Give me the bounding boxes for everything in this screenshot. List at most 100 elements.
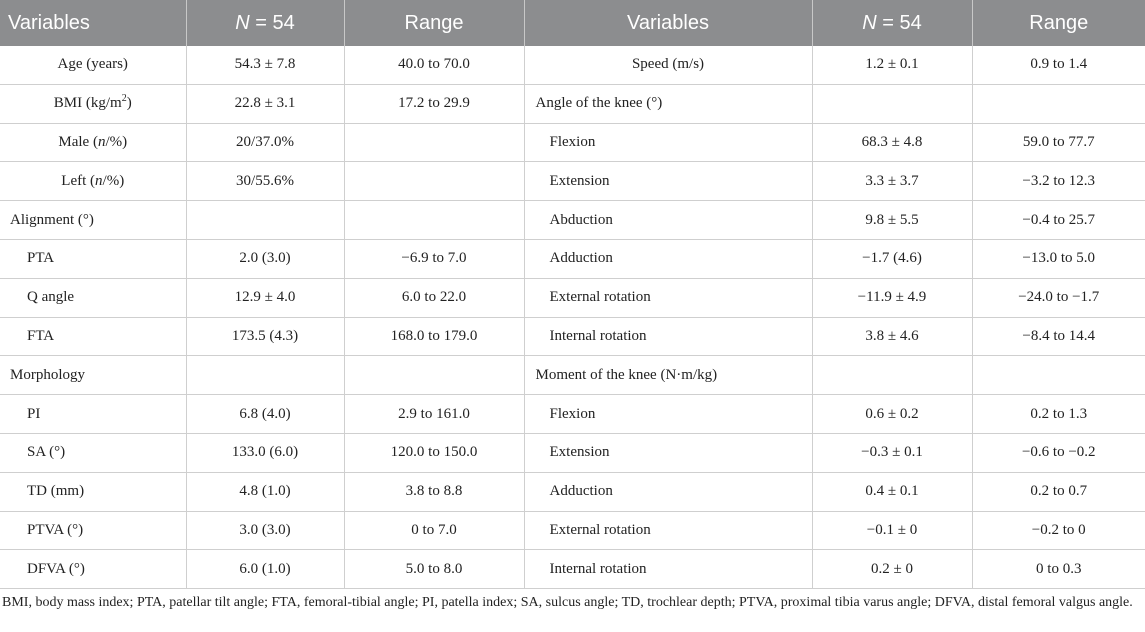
left-value-cell: 22.8 ± 3.1	[186, 84, 345, 124]
left-range-cell	[344, 161, 525, 202]
right-range-cell: −0.2 to 0	[972, 511, 1145, 551]
left-variable-cell: BMI (kg/m2)	[0, 84, 187, 124]
header-n-value: = 54	[876, 11, 922, 34]
label-italic: n	[97, 133, 106, 150]
header-n: N = 54	[812, 0, 973, 46]
right-range-cell: 59.0 to 77.7	[972, 123, 1145, 163]
right-variable-cell: Flexion	[524, 394, 813, 434]
table-row: Morphology Moment of the knee (N·m/kg)	[0, 355, 1145, 396]
left-variable-cell: FTA	[0, 317, 187, 357]
left-variable-cell: SA (°)	[0, 433, 187, 473]
right-range-cell: −3.2 to 12.3	[972, 161, 1145, 202]
right-value-cell: 9.8 ± 5.5	[812, 200, 973, 240]
table-row: PTA 2.0 (3.0) −6.9 to 7.0 Adduction −1.7…	[0, 239, 1145, 279]
right-section-heading: Moment of the knee (N·m/kg)	[524, 355, 813, 396]
table-row: Male (n/%) 20/37.0% Flexion 68.3 ± 4.8 5…	[0, 123, 1145, 163]
left-range-cell: −6.9 to 7.0	[344, 239, 525, 279]
left-value-cell: 173.5 (4.3)	[186, 317, 345, 357]
right-value-cell: 0.2 ± 0	[812, 549, 973, 590]
right-value-cell: 3.8 ± 4.6	[812, 317, 973, 357]
table-row: FTA 173.5 (4.3) 168.0 to 179.0 Internal …	[0, 317, 1145, 357]
header-n-value: = 54	[249, 11, 295, 34]
left-range-cell	[344, 200, 525, 240]
left-value-cell: 4.8 (1.0)	[186, 472, 345, 512]
left-variable-cell: Age (years)	[0, 46, 187, 85]
right-variable-cell: External rotation	[524, 278, 813, 318]
left-value-cell: 30/55.6%	[186, 161, 345, 202]
right-value-cell: −0.1 ± 0	[812, 511, 973, 551]
header-variables: Variables	[524, 0, 813, 46]
right-variable-cell: Extension	[524, 433, 813, 473]
left-value-cell: 12.9 ± 4.0	[186, 278, 345, 318]
right-range-cell: 0.2 to 0.7	[972, 472, 1145, 512]
header-row: Variables N = 54 Range Variables N = 54 …	[0, 0, 1145, 46]
header-range: Range	[972, 0, 1145, 46]
right-range-cell: 0.2 to 1.3	[972, 394, 1145, 434]
table-row: DFVA (°) 6.0 (1.0) 5.0 to 8.0 Internal r…	[0, 549, 1145, 590]
left-range-cell: 40.0 to 70.0	[344, 46, 525, 85]
header-variables: Variables	[0, 0, 187, 46]
left-range-cell: 2.9 to 161.0	[344, 394, 525, 434]
left-range-cell: 3.8 to 8.8	[344, 472, 525, 512]
right-range-cell: 0 to 0.3	[972, 549, 1145, 590]
right-value-cell: −0.3 ± 0.1	[812, 433, 973, 473]
right-range-cell: −24.0 to −1.7	[972, 278, 1145, 318]
right-range-cell: −13.0 to 5.0	[972, 239, 1145, 279]
left-variable-cell: DFVA (°)	[0, 549, 187, 590]
right-range-cell: −0.4 to 25.7	[972, 200, 1145, 240]
left-value-cell: 2.0 (3.0)	[186, 239, 345, 279]
left-value-cell	[186, 200, 345, 240]
left-value-cell	[186, 355, 345, 396]
right-variable-cell: External rotation	[524, 511, 813, 551]
right-value-cell: 68.3 ± 4.8	[812, 123, 973, 163]
left-range-cell: 5.0 to 8.0	[344, 549, 525, 590]
right-variable-cell: Internal rotation	[524, 549, 813, 590]
label-text-end: )	[126, 95, 132, 112]
header-n: N = 54	[186, 0, 345, 46]
right-value-cell: −11.9 ± 4.9	[812, 278, 973, 318]
left-value-cell: 54.3 ± 7.8	[186, 46, 345, 85]
right-value-cell	[812, 355, 973, 396]
label-text-end: /%)	[102, 172, 125, 189]
right-range-cell: −8.4 to 14.4	[972, 317, 1145, 357]
right-section-heading: Angle of the knee (°)	[524, 84, 813, 124]
right-value-cell: 3.3 ± 3.7	[812, 161, 973, 202]
right-range-cell	[972, 355, 1145, 396]
left-range-cell: 17.2 to 29.9	[344, 84, 525, 124]
table-row: PTVA (°) 3.0 (3.0) 0 to 7.0 External rot…	[0, 511, 1145, 551]
label-italic: n	[95, 172, 103, 189]
left-section-heading: Morphology	[0, 355, 187, 396]
header-n-symbol: N	[235, 11, 250, 34]
left-range-cell	[344, 355, 525, 396]
right-variable-cell: Flexion	[524, 123, 813, 163]
left-value-cell: 6.8 (4.0)	[186, 394, 345, 434]
right-value-cell	[812, 84, 973, 124]
right-variable-cell: Extension	[524, 161, 813, 202]
left-range-cell: 0 to 7.0	[344, 511, 525, 551]
left-variable-cell: Left (n/%)	[0, 161, 187, 202]
left-range-cell: 6.0 to 22.0	[344, 278, 525, 318]
right-variable-cell: Speed (m/s)	[524, 46, 813, 85]
table-row: Age (years) 54.3 ± 7.8 40.0 to 70.0 Spee…	[0, 46, 1145, 85]
right-variable-cell: Abduction	[524, 200, 813, 240]
table-row: SA (°) 133.0 (6.0) 120.0 to 150.0 Extens…	[0, 433, 1145, 473]
left-value-cell: 3.0 (3.0)	[186, 511, 345, 551]
right-value-cell: −1.7 (4.6)	[812, 239, 973, 279]
left-value-cell: 20/37.0%	[186, 123, 345, 163]
table-row: TD (mm) 4.8 (1.0) 3.8 to 8.8 Adduction 0…	[0, 472, 1145, 512]
right-variable-cell: Adduction	[524, 239, 813, 279]
left-range-cell: 168.0 to 179.0	[344, 317, 525, 357]
label-text: Left (	[61, 172, 96, 189]
right-value-cell: 0.6 ± 0.2	[812, 394, 973, 434]
label-superscript: 2	[121, 93, 127, 105]
table-footnote: BMI, body mass index; PTA, patellar tilt…	[2, 595, 1133, 610]
right-range-cell	[972, 84, 1145, 124]
right-range-cell: 0.9 to 1.4	[972, 46, 1145, 85]
left-variable-cell: PI	[0, 394, 187, 434]
data-table: Variables N = 54 Range Variables N = 54 …	[0, 0, 1145, 590]
table-row: BMI (kg/m2) 22.8 ± 3.1 17.2 to 29.9 Angl…	[0, 84, 1145, 124]
table-row: Q angle 12.9 ± 4.0 6.0 to 22.0 External …	[0, 278, 1145, 318]
left-variable-cell: TD (mm)	[0, 472, 187, 512]
label-text-end: /%)	[105, 133, 128, 150]
table-row: Left (n/%) 30/55.6% Extension 3.3 ± 3.7 …	[0, 161, 1145, 202]
